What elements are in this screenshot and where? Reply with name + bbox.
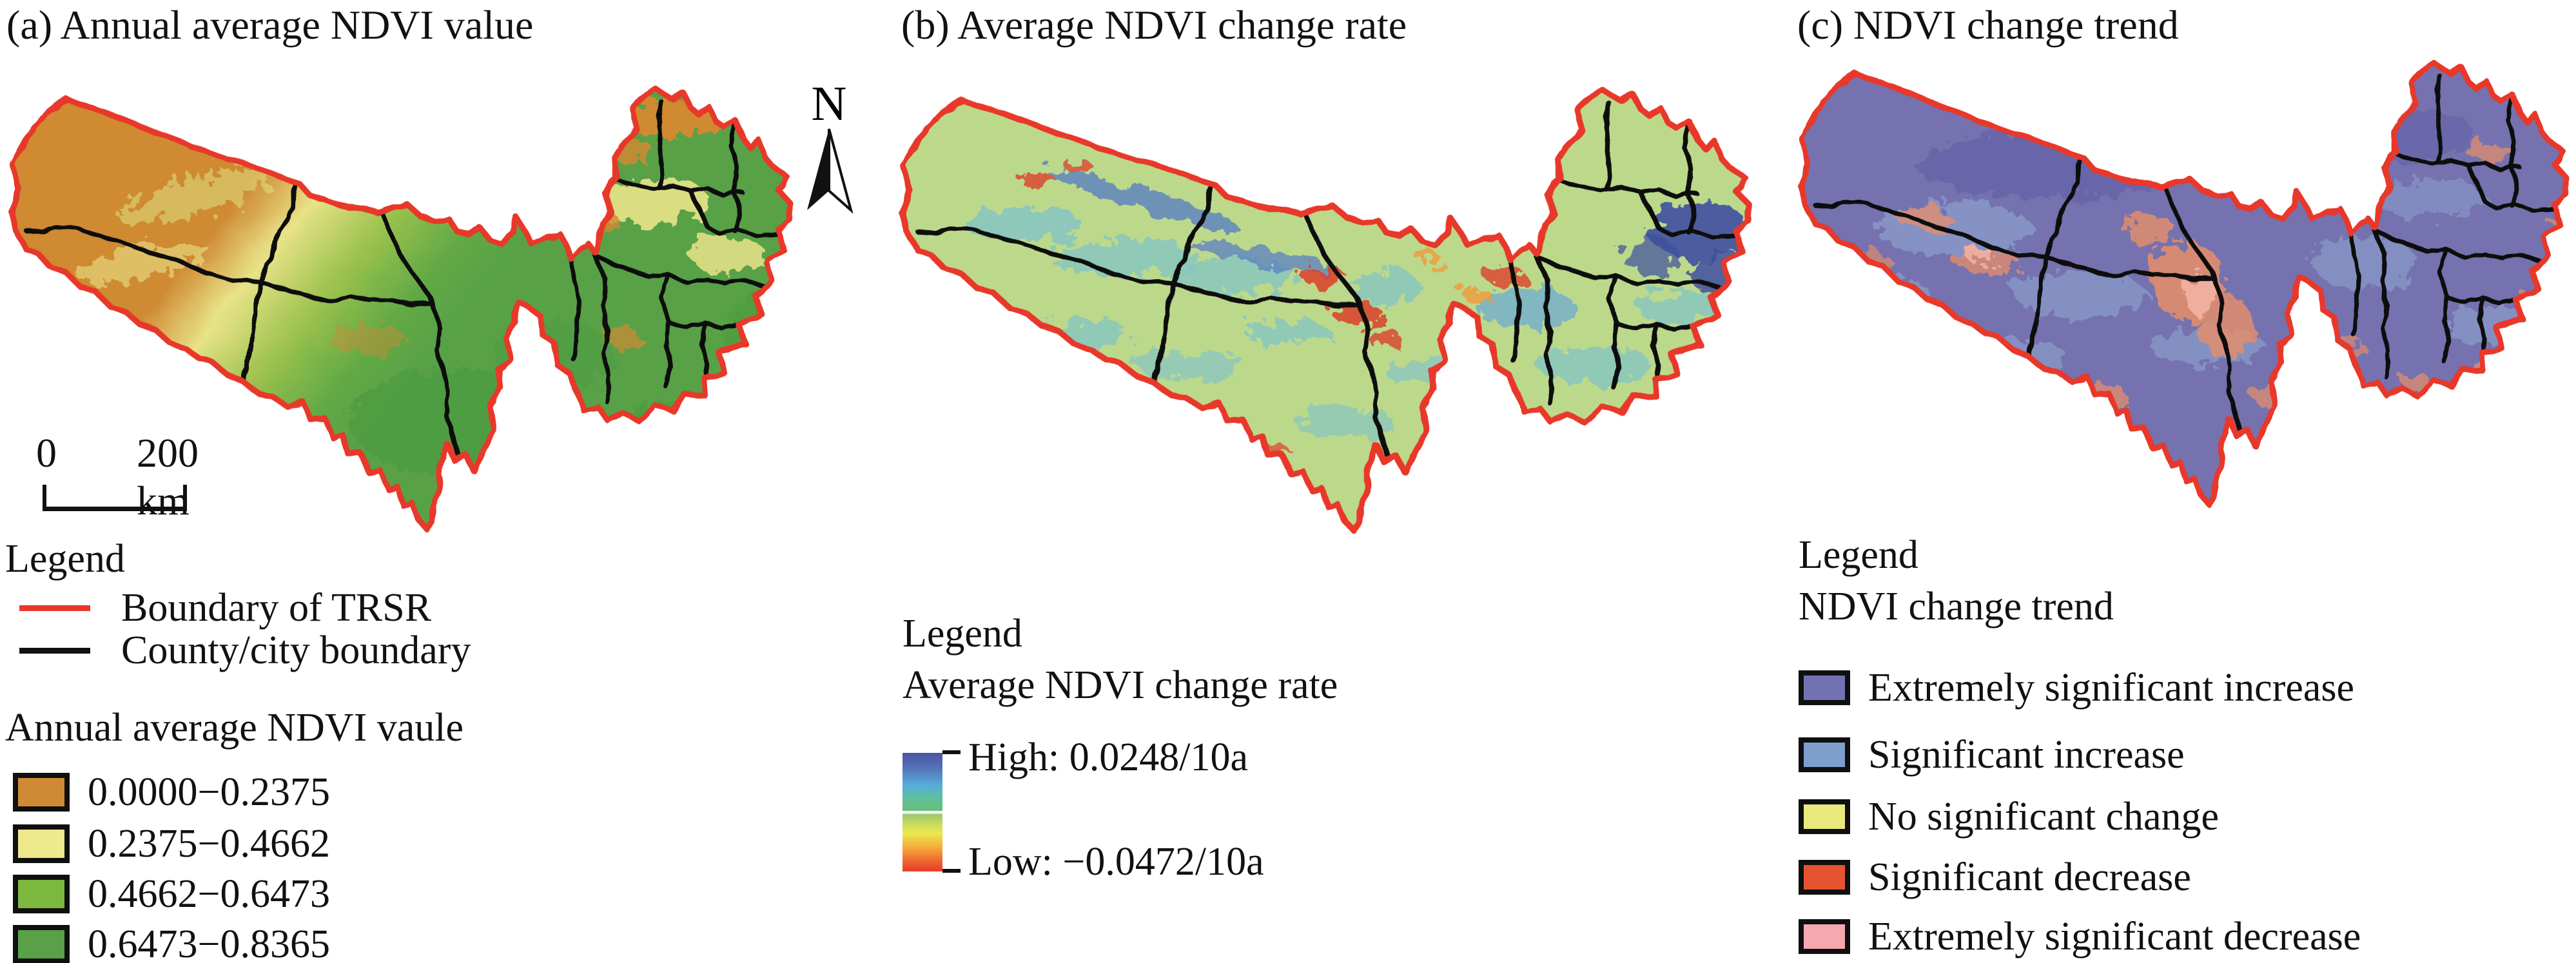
ndvi-class-label-3: 0.4662−0.6473 bbox=[88, 872, 330, 916]
legend-a-class-row: 0.0000−0.2375 bbox=[13, 772, 330, 812]
legend-a-group-title: Annual average NDVI vaule bbox=[5, 706, 463, 750]
map-average-ndvi-change-rate bbox=[898, 64, 1755, 541]
scale-bar-distance: 200 km bbox=[137, 430, 199, 523]
scale-bar-zero: 0 bbox=[36, 430, 57, 476]
ndvi-change-rate-colorbar bbox=[903, 753, 942, 871]
legend-c-class-row: Extremely significant increase bbox=[1799, 668, 2354, 708]
legend-a-county-item: County/city boundary bbox=[19, 630, 471, 670]
trend-class-swatch-4 bbox=[1799, 860, 1850, 895]
legend-c-class-row: Significant decrease bbox=[1799, 857, 2191, 897]
legend-a-class-row: 0.2375−0.4662 bbox=[13, 824, 330, 864]
north-arrow: N bbox=[807, 81, 854, 214]
panel-a-title: (a) Annual average NDVI value bbox=[6, 2, 534, 48]
trend-class-swatch-3 bbox=[1799, 799, 1850, 834]
trsr-boundary-label: Boundary of TRSR bbox=[121, 586, 432, 630]
colorbar-high-label: High: 0.0248/10a bbox=[968, 735, 1248, 779]
scale-bar: 0 200 km bbox=[32, 429, 251, 523]
panel-c-title: (c) NDVI change trend bbox=[1797, 2, 2179, 48]
trend-class-swatch-2 bbox=[1799, 737, 1850, 772]
map-annual-average-ndvi bbox=[8, 63, 796, 540]
ndvi-class-label-2: 0.2375−0.4662 bbox=[88, 822, 330, 866]
trend-class-label-4: Significant decrease bbox=[1868, 855, 2191, 899]
colorbar-bottom-tick bbox=[942, 869, 961, 873]
north-arrow-right-half bbox=[828, 128, 854, 214]
legend-a-boundary-item: Boundary of TRSR bbox=[19, 588, 431, 628]
trsr-boundary-line-swatch bbox=[19, 605, 90, 611]
legend-b-heading: Legend bbox=[903, 612, 1022, 656]
ndvi-class-swatch-2 bbox=[13, 824, 70, 863]
ndvi-class-swatch-3 bbox=[13, 875, 70, 913]
legend-a-heading: Legend bbox=[5, 537, 125, 581]
trend-class-label-1: Extremely significant increase bbox=[1868, 666, 2355, 710]
ndvi-class-swatch-4 bbox=[13, 925, 70, 963]
scale-bar-bracket bbox=[43, 485, 187, 511]
legend-c-class-row: Extremely significant decrease bbox=[1799, 917, 2361, 957]
legend-c-group-title: NDVI change trend bbox=[1799, 585, 2114, 628]
ndvi-class-label-4: 0.6473−0.8365 bbox=[88, 922, 330, 963]
north-arrow-label: N bbox=[812, 81, 847, 131]
colorbar-top-tick bbox=[942, 750, 961, 754]
trend-class-swatch-1 bbox=[1799, 670, 1850, 705]
legend-c-heading: Legend bbox=[1799, 533, 1918, 577]
legend-c-class-row: Significant increase bbox=[1799, 735, 2185, 775]
trend-class-label-5: Extremely significant decrease bbox=[1868, 915, 2361, 958]
legend-a-class-row: 0.6473−0.8365 bbox=[13, 924, 330, 963]
map-ndvi-change-trend bbox=[1797, 37, 2572, 516]
legend-a-class-row: 0.4662−0.6473 bbox=[13, 874, 330, 914]
panel-b-title: (b) Average NDVI change rate bbox=[901, 2, 1407, 48]
county-boundary-line-swatch bbox=[19, 647, 90, 654]
trend-class-label-3: No significant change bbox=[1868, 795, 2220, 839]
trend-class-label-2: Significant increase bbox=[1868, 733, 2185, 777]
legend-b-group-title: Average NDVI change rate bbox=[903, 663, 1338, 707]
ndvi-class-swatch-1 bbox=[13, 773, 70, 812]
legend-c-class-row: No significant change bbox=[1799, 797, 2219, 837]
county-boundary-label: County/city boundary bbox=[121, 628, 471, 672]
trend-class-swatch-5 bbox=[1799, 919, 1850, 954]
colorbar-low-label: Low: −0.0472/10a bbox=[968, 840, 1264, 884]
ndvi-class-label-1: 0.0000−0.2375 bbox=[88, 770, 330, 814]
north-arrow-left-half bbox=[807, 129, 829, 210]
